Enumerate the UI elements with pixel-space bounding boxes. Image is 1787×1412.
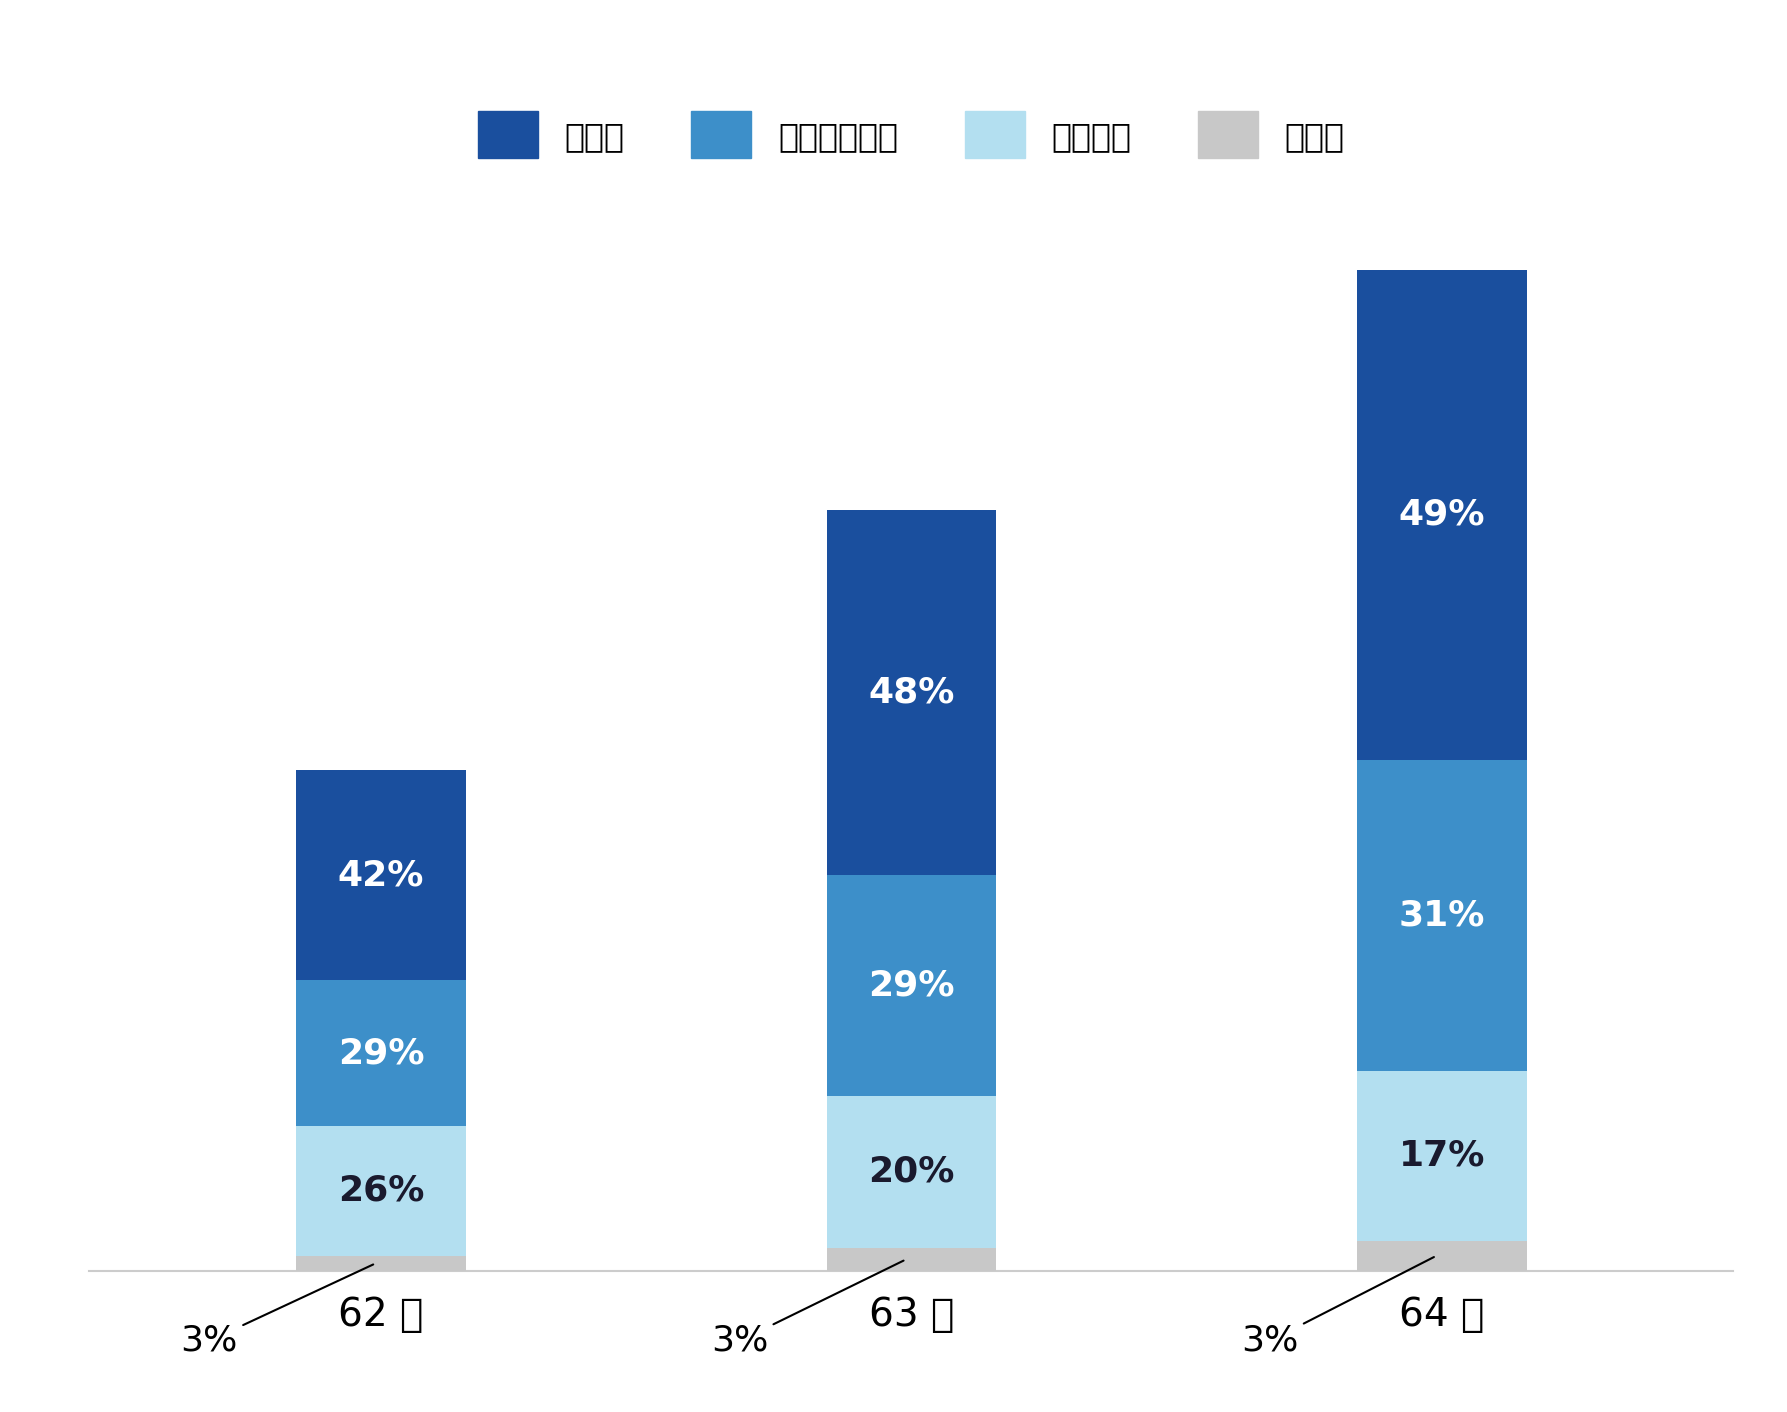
Text: 26%: 26% (338, 1173, 424, 1207)
Text: 49%: 49% (1399, 498, 1485, 532)
Bar (827, 1096, 995, 1248)
Text: 17%: 17% (1399, 1138, 1485, 1172)
Bar (297, 1255, 466, 1271)
Text: 20%: 20% (868, 1155, 954, 1189)
Text: 29%: 29% (338, 1036, 424, 1070)
Bar (827, 1248, 995, 1271)
Text: 48%: 48% (868, 675, 954, 709)
Bar (297, 980, 466, 1125)
Bar (297, 1125, 466, 1255)
Legend: ヨウ素, ヨウ素化合物, 天然ガス, その他: ヨウ素, ヨウ素化合物, 天然ガス, その他 (465, 97, 1358, 172)
Bar (1356, 760, 1526, 1070)
Text: 3%: 3% (1242, 1257, 1433, 1358)
Text: 3%: 3% (711, 1261, 904, 1358)
Text: 3%: 3% (180, 1265, 373, 1358)
Bar (827, 510, 995, 875)
Text: 29%: 29% (868, 969, 954, 1003)
Bar (1356, 270, 1526, 760)
Bar (297, 770, 466, 980)
Bar (1356, 1241, 1526, 1271)
Bar (1356, 1070, 1526, 1241)
Text: 31%: 31% (1399, 898, 1485, 932)
Bar (827, 875, 995, 1096)
Text: 42%: 42% (338, 858, 424, 892)
